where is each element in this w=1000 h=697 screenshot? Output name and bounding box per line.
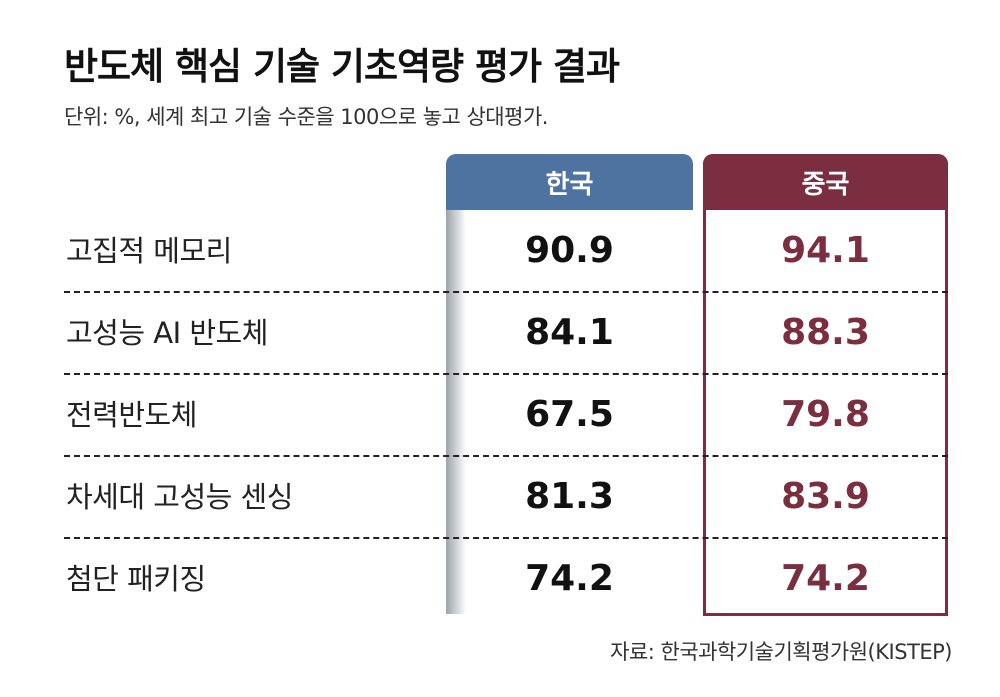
china-value: 94.1 [781, 230, 870, 271]
china-value: 74.2 [781, 558, 870, 599]
chart-subtitle: 단위: %, 세계 최고 기술 수준을 100으로 놓고 상대평가. [64, 105, 548, 129]
korea-value: 84.1 [525, 312, 614, 353]
row-label: 차세대 고성능 센싱 [66, 480, 293, 514]
row-label: 고집적 메모리 [66, 234, 232, 268]
korea-column-header: 한국 [446, 154, 693, 210]
korea-value: 90.9 [525, 230, 614, 271]
table-row: 고집적 메모리 90.9 94.1 [64, 210, 948, 292]
korea-value: 74.2 [525, 558, 614, 599]
source-note: 자료: 한국과학기술기획평가원(KISTEP) [610, 640, 952, 664]
row-divider [64, 455, 948, 457]
china-column-frame [703, 154, 948, 616]
china-value: 88.3 [781, 312, 870, 353]
china-column-header: 중국 [703, 154, 948, 210]
row-label: 고성능 AI 반도체 [66, 316, 268, 350]
row-divider [64, 291, 948, 293]
row-label: 첨단 패키징 [66, 562, 206, 596]
korea-value: 81.3 [525, 476, 614, 517]
chart-title: 반도체 핵심 기술 기초역량 평가 결과 [64, 45, 620, 88]
korea-column-shadow [446, 210, 466, 614]
row-divider [64, 373, 948, 375]
table-row: 전력반도체 67.5 79.8 [64, 374, 948, 456]
table-row: 차세대 고성능 센싱 81.3 83.9 [64, 456, 948, 538]
table-row: 고성능 AI 반도체 84.1 88.3 [64, 292, 948, 374]
china-value: 79.8 [781, 394, 870, 435]
china-value: 83.9 [781, 476, 870, 517]
korea-value: 67.5 [525, 394, 614, 435]
row-label: 전력반도체 [66, 398, 197, 432]
row-divider [64, 537, 948, 539]
korea-header-label: 한국 [545, 169, 594, 200]
china-header-label: 중국 [801, 169, 850, 200]
table-row: 첨단 패키징 74.2 74.2 [64, 538, 948, 620]
